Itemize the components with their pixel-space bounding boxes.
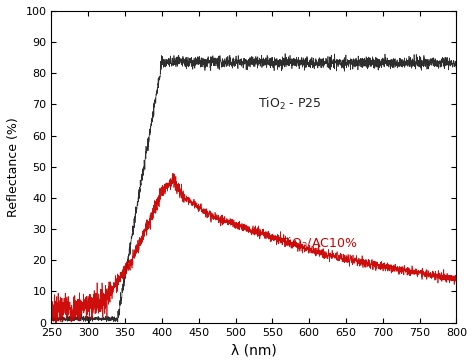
Y-axis label: Reflectance (%): Reflectance (%) [7, 117, 20, 217]
Text: TiO$_2$ - P25: TiO$_2$ - P25 [257, 96, 321, 112]
X-axis label: λ (nm): λ (nm) [231, 343, 277, 357]
Text: TiO$_2$/AC10%: TiO$_2$/AC10% [280, 236, 357, 252]
